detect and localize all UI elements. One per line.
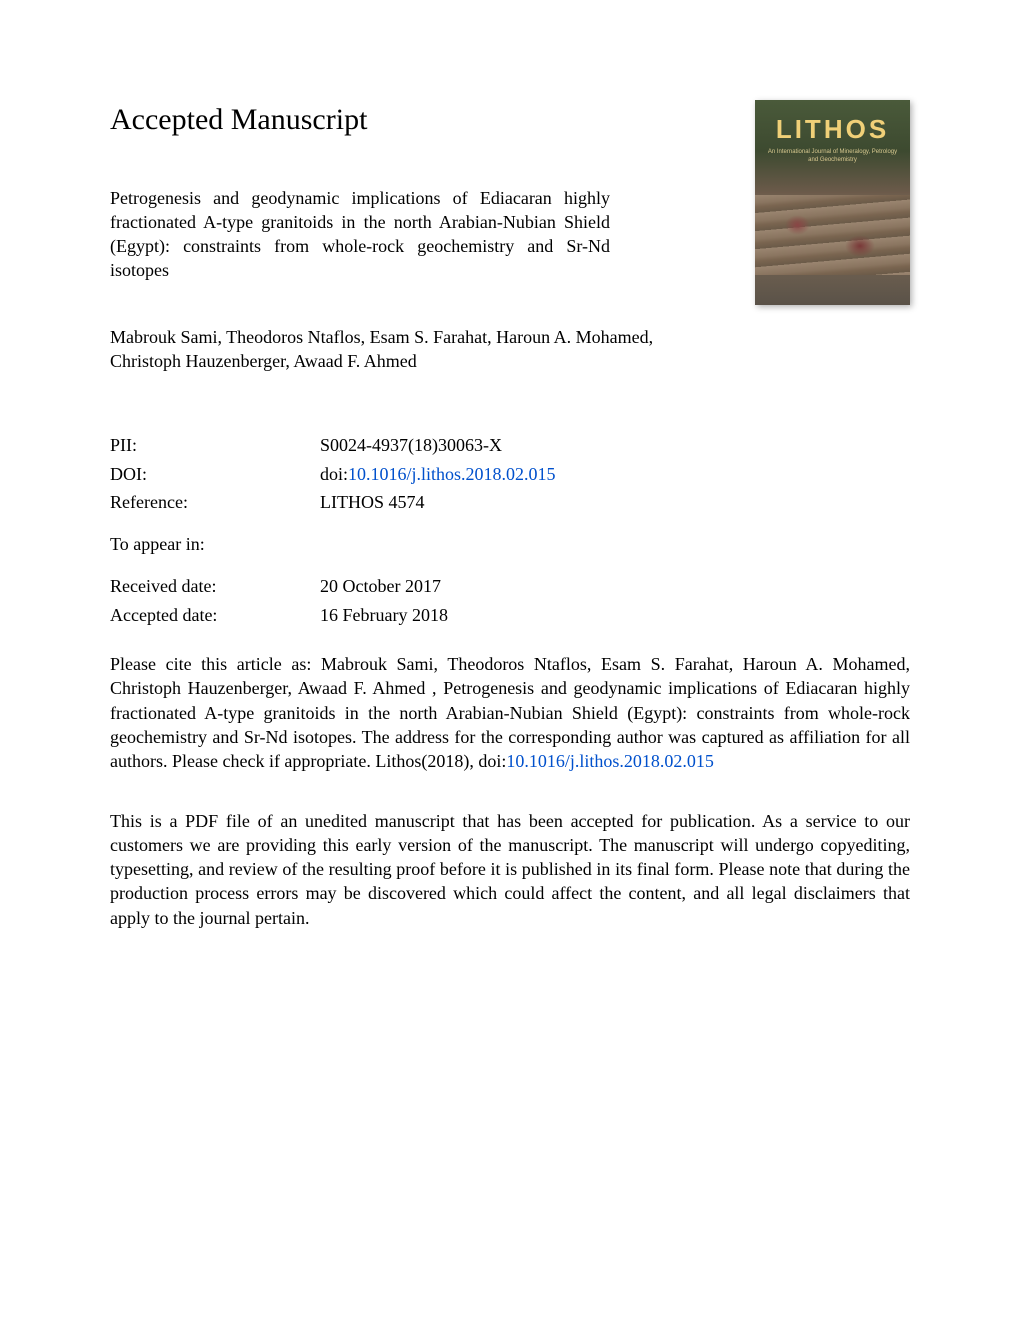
received-value: 20 October 2017 <box>320 574 441 598</box>
reference-label: Reference: <box>110 490 320 514</box>
doi-link[interactable]: 10.1016/j.lithos.2018.02.015 <box>348 464 556 484</box>
metadata-row-reference: Reference: LITHOS 4574 <box>110 490 910 514</box>
accepted-label: Accepted date: <box>110 603 320 627</box>
header-section: Accepted Manuscript Petrogenesis and geo… <box>110 100 910 403</box>
doi-prefix: doi: <box>320 464 348 484</box>
pii-value: S0024-4937(18)30063-X <box>320 433 502 457</box>
citation-text: Please cite this article as: Mabrouk Sam… <box>110 652 910 773</box>
metadata-row-doi: DOI: doi:10.1016/j.lithos.2018.02.015 <box>110 462 910 486</box>
cover-decoration <box>755 195 910 275</box>
metadata-row-received: Received date: 20 October 2017 <box>110 574 910 598</box>
left-header: Accepted Manuscript Petrogenesis and geo… <box>110 100 755 403</box>
reference-value: LITHOS 4574 <box>320 490 425 514</box>
journal-cover-image: LITHOS An International Journal of Miner… <box>755 100 910 305</box>
page-title: Accepted Manuscript <box>110 100 725 141</box>
metadata-row-accepted: Accepted date: 16 February 2018 <box>110 603 910 627</box>
metadata-table: PII: S0024-4937(18)30063-X DOI: doi:10.1… <box>110 433 910 627</box>
cover-decoration <box>785 215 810 235</box>
metadata-row-appear: To appear in: <box>110 532 910 556</box>
doi-value: doi:10.1016/j.lithos.2018.02.015 <box>320 462 556 486</box>
disclaimer-text: This is a PDF file of an unedited manusc… <box>110 809 910 930</box>
cover-decoration <box>845 235 875 257</box>
cover-subtitle: An International Journal of Mineralogy, … <box>763 148 902 164</box>
doi-label: DOI: <box>110 462 320 486</box>
received-label: Received date: <box>110 574 320 598</box>
cover-title: LITHOS <box>755 112 910 147</box>
authors-list: Mabrouk Sami, Theodoros Ntaflos, Esam S.… <box>110 325 725 374</box>
accepted-value: 16 February 2018 <box>320 603 448 627</box>
citation-doi-link[interactable]: 10.1016/j.lithos.2018.02.015 <box>506 751 714 771</box>
pii-label: PII: <box>110 433 320 457</box>
metadata-row-pii: PII: S0024-4937(18)30063-X <box>110 433 910 457</box>
appear-label: To appear in: <box>110 532 320 556</box>
article-title: Petrogenesis and geodynamic implications… <box>110 186 610 283</box>
